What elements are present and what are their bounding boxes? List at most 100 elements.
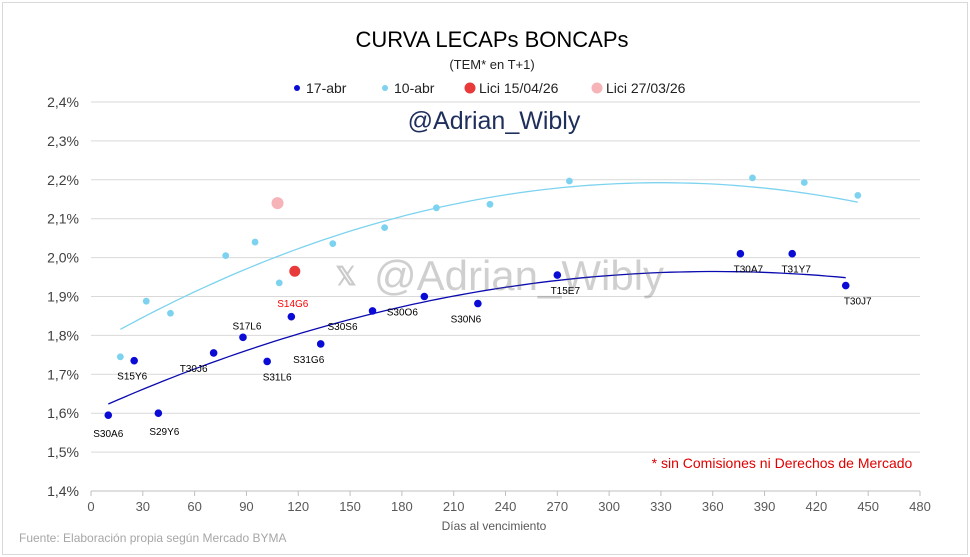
data-label: T30J6 (180, 364, 208, 375)
legend-label: Lici 15/04/26 (479, 80, 559, 96)
data-point (854, 191, 862, 199)
gridlines (91, 101, 920, 453)
data-label: S17L6 (233, 321, 262, 332)
legend-marker (294, 85, 300, 91)
x-tick-label: 390 (754, 499, 776, 514)
data-point (209, 349, 218, 357)
data-point (251, 238, 259, 246)
x-tick-label: 450 (857, 499, 879, 514)
y-tick-label: 1,7% (47, 366, 79, 382)
y-tick-label: 1,5% (47, 444, 79, 460)
x-tick-label: 300 (598, 499, 620, 514)
x-tick-label: 180 (391, 499, 413, 514)
data-label: T15E7 (551, 286, 581, 297)
data-point (104, 411, 113, 419)
data-point (381, 224, 389, 232)
x-tick-label: 330 (650, 499, 672, 514)
data-point (841, 281, 850, 290)
data-point (275, 279, 283, 287)
legend-marker (464, 82, 476, 94)
x-tick-label: 240 (495, 499, 517, 514)
legend-marker (591, 82, 603, 94)
chart-svg: 1,4% 1,5% 1,6% 1,7% 1,8% 1,9% 2,0% 2,1% 2,2% 2,3%… (19, 27, 931, 545)
data-label: S31L6 (263, 372, 292, 383)
data-point (222, 252, 230, 260)
x-tick-label: 210 (443, 499, 465, 514)
trendlines (108, 182, 858, 405)
y-tick-label: 2,3% (47, 133, 79, 149)
legend: 17-abr 10-abr Lici 15/04/26 Lici 27/03/26 (294, 80, 686, 96)
note-text: * sin Comisiones ni Derechos de Mercado (652, 455, 913, 471)
watermark-handle: @Adrian_Wibly (408, 107, 581, 135)
y-tick-label: 2,0% (47, 250, 79, 266)
data-label: S30O6 (387, 308, 419, 319)
chart-subtitle: (TEM* en T+1) (449, 57, 534, 72)
x-tick-label: 480 (909, 499, 931, 514)
x-tick-label: 150 (339, 499, 361, 514)
data-point (553, 271, 562, 279)
data-point (263, 357, 271, 366)
trendline-17-abr (108, 270, 846, 405)
data-point (130, 356, 138, 365)
data-label: S14G6 (277, 299, 309, 310)
y-tick-label: 1,8% (47, 327, 79, 343)
watermark-x: 𝕏 @Adrian_Wibly (336, 252, 665, 299)
data-point (142, 297, 150, 305)
y-tick-label: 1,4% (47, 483, 79, 499)
y-tick-label: 1,6% (47, 405, 79, 421)
x-tick-label: 360 (702, 499, 724, 514)
data-label: S30S6 (327, 322, 357, 333)
data-point (154, 409, 163, 418)
data-label: S30A6 (93, 429, 123, 440)
data-label: S29Y6 (149, 427, 179, 438)
data-point (433, 204, 440, 212)
data-label: S15Y6 (117, 372, 147, 383)
chart-title: CURVA LECAPs BONCAPs (355, 27, 628, 52)
data-point (271, 197, 284, 210)
y-tick-label: 1,9% (47, 289, 79, 305)
data-point (788, 249, 796, 258)
data-point (287, 312, 296, 321)
data-point (800, 179, 808, 186)
legend-label: 10-abr (394, 80, 435, 96)
x-tick-label: 60 (187, 499, 201, 514)
legend-marker (382, 85, 388, 91)
x-tick-label: 420 (806, 499, 828, 514)
data-point (368, 307, 377, 315)
x-logo-icon: 𝕏 (336, 261, 357, 291)
data-point (167, 309, 174, 317)
x-tick-label: 0 (87, 499, 94, 514)
x-tick-label: 90 (239, 499, 253, 514)
x-tick-label: 270 (546, 499, 568, 514)
data-label: S30N6 (451, 315, 482, 326)
data-point (116, 353, 124, 361)
trendline-10-abr (120, 182, 858, 330)
data-points (104, 174, 862, 419)
data-point (566, 177, 573, 185)
data-point (239, 333, 247, 342)
data-point (749, 174, 756, 182)
data-point (486, 200, 494, 208)
data-label: S31G6 (293, 355, 325, 366)
x-axis-label: Días al vencimiento (442, 519, 547, 533)
watermark-x-handle: @Adrian_Wibly (374, 252, 664, 299)
data-label: T31Y7 (781, 265, 811, 276)
source-text: Fuente: Elaboración propia según Mercado… (19, 531, 287, 545)
data-label: T30A7 (734, 265, 764, 276)
data-point (474, 299, 482, 308)
data-point (329, 240, 337, 247)
y-tick-label: 2,4% (47, 94, 79, 110)
x-tick-label: 120 (287, 499, 309, 514)
legend-label: 17-abr (306, 80, 347, 96)
y-tick-label: 2,1% (47, 211, 79, 227)
data-point (316, 340, 325, 348)
data-label: T30J7 (844, 297, 872, 308)
x-tick-label: 30 (136, 499, 150, 514)
data-point (736, 249, 745, 258)
axes: 1,4% 1,5% 1,6% 1,7% 1,8% 1,9% 2,0% 2,1% 2,2% 2,3%… (47, 94, 931, 514)
legend-label: Lici 27/03/26 (606, 80, 686, 96)
data-point (289, 265, 301, 277)
y-tick-label: 2,2% (47, 172, 79, 188)
